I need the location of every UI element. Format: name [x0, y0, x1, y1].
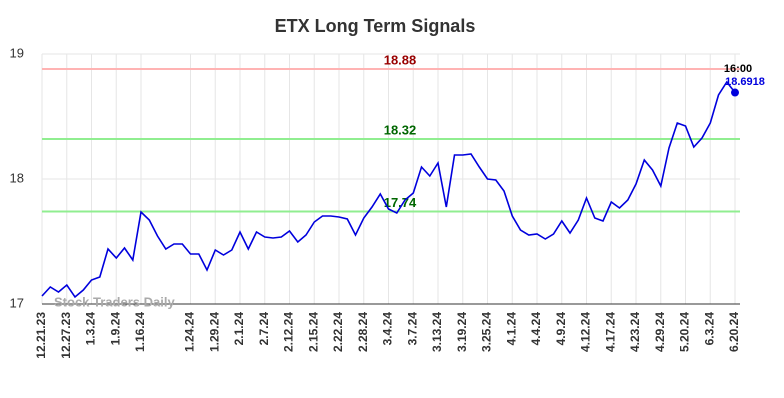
x-tick-label: 2.7.24	[257, 312, 271, 346]
x-tick-label: 4.1.24	[504, 312, 518, 346]
x-tick-label: 4.9.24	[554, 312, 568, 346]
x-tick-label: 4.4.24	[529, 312, 543, 346]
x-tick-label: 2.12.24	[282, 312, 296, 352]
last-value: 18.6918	[725, 76, 765, 88]
watermark: Stock Traders Daily	[54, 294, 175, 309]
x-tick-label: 3.7.24	[405, 312, 419, 346]
signal-label: 17.74	[384, 195, 417, 210]
last-time: 16:00	[724, 63, 752, 75]
x-tick-label: 1.29.24	[207, 312, 221, 352]
x-tick-label: 1.24.24	[183, 312, 197, 352]
last-point	[731, 88, 739, 97]
chart-title: ETX Long Term Signals	[275, 16, 476, 36]
x-tick-label: 4.17.24	[603, 312, 617, 352]
x-tick-label: 4.23.24	[628, 312, 642, 352]
x-tick-label: 3.13.24	[430, 312, 444, 352]
x-tick-label: 4.29.24	[653, 312, 667, 352]
y-tick-label: 18	[10, 170, 24, 185]
x-tick-label: 6.20.24	[727, 312, 741, 352]
signal-label: 18.88	[384, 52, 417, 67]
x-tick-label: 1.9.24	[108, 312, 122, 346]
x-tick-label: 3.25.24	[480, 312, 494, 352]
x-tick-label: 6.3.24	[702, 312, 716, 346]
x-tick-label: 2.1.24	[232, 312, 246, 346]
x-tick-label: 1.16.24	[133, 312, 147, 352]
y-tick-label: 19	[10, 45, 24, 60]
x-tick-label: 12.27.23	[59, 312, 73, 359]
series-line	[41, 80, 736, 299]
x-tick-label: 5.20.24	[678, 312, 692, 352]
x-tick-label: 3.19.24	[455, 312, 469, 352]
x-tick-label: 12.21.23	[34, 312, 48, 359]
x-tick-label: 4.12.24	[579, 312, 593, 352]
signal-label: 18.32	[384, 122, 417, 137]
x-tick-label: 3.4.24	[381, 312, 395, 346]
y-tick-label: 17	[10, 295, 24, 310]
x-tick-label: 2.28.24	[356, 312, 370, 352]
x-tick-label: 2.15.24	[306, 312, 320, 352]
x-tick-label: 2.22.24	[331, 312, 345, 352]
x-tick-label: 1.3.24	[84, 312, 98, 346]
